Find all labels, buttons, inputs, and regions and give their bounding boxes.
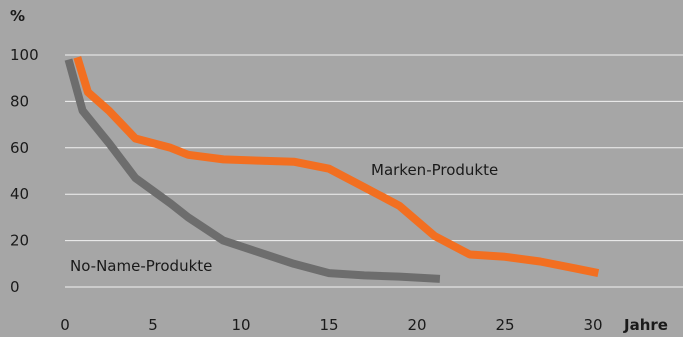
series-line-no-name-produkte (64, 58, 441, 283)
x-tick-label: 20 (407, 316, 426, 334)
series (64, 56, 600, 283)
y-axis-label: % (10, 7, 25, 25)
y-axis-ticks: 0 20 40 60 80 100 (10, 46, 39, 296)
series-label-no-name-produkte: No-Name-Produkte (70, 257, 212, 275)
y-tick-label: 60 (10, 139, 29, 157)
y-tick-label: 20 (10, 232, 29, 250)
x-axis-ticks: 0 5 10 15 20 25 30 (60, 316, 602, 334)
x-tick-label: 5 (148, 316, 158, 334)
x-tick-label: 25 (495, 316, 514, 334)
x-tick-label: 15 (319, 316, 338, 334)
y-tick-label: 100 (10, 46, 39, 64)
y-tick-label: 80 (10, 92, 29, 110)
series-line-marken-produkte (73, 56, 600, 278)
y-tick-label: 40 (10, 185, 29, 203)
x-tick-label: 30 (583, 316, 602, 334)
x-tick-label: 10 (231, 316, 250, 334)
y-tick-label: 0 (10, 278, 20, 296)
x-tick-label: 0 (60, 316, 70, 334)
series-label-marken-produkte: Marken-Produkte (371, 161, 498, 179)
x-axis-label: Jahre (623, 316, 668, 334)
